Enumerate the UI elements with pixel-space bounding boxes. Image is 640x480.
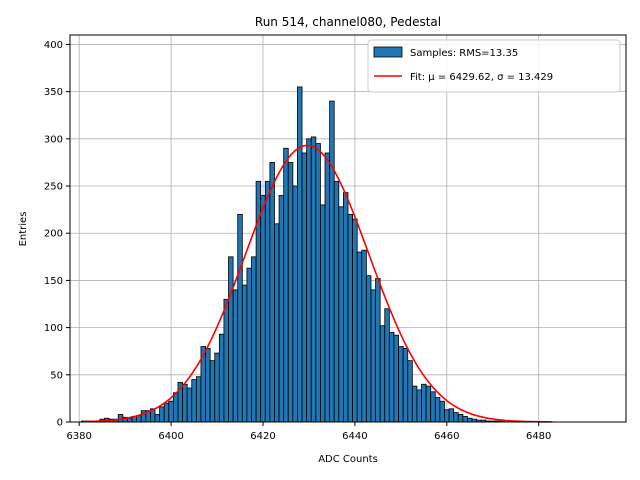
chart-title: Run 514, channel080, Pedestal <box>255 15 441 29</box>
y-axis-label: Entries <box>18 212 29 247</box>
y-tick-label: 400 <box>44 40 63 51</box>
y-tick-label: 300 <box>44 134 63 145</box>
histogram-bar <box>306 138 312 423</box>
x-tick-label: 6460 <box>434 431 459 442</box>
histogram-bar <box>411 385 418 423</box>
histogram-bar <box>292 185 298 423</box>
histogram-bar <box>398 346 404 423</box>
histogram-bar <box>444 409 450 423</box>
histogram-bar <box>421 383 427 423</box>
plot-frame <box>69 34 627 423</box>
histogram-bar <box>168 400 174 423</box>
fit-curve <box>83 144 553 423</box>
histogram-bar <box>274 223 280 423</box>
x-tick-label: 6480 <box>526 431 551 442</box>
legend-box <box>367 39 621 93</box>
x-tick-label: 6380 <box>66 431 91 442</box>
histogram-bar <box>375 278 381 423</box>
legend: Samples: RMS=13.35 Fit: μ = 6429.62, σ =… <box>367 39 621 93</box>
x-tick-label: 6400 <box>158 431 183 442</box>
histogram-bar <box>315 143 321 423</box>
histogram-bar <box>324 152 331 423</box>
histogram-bar <box>241 284 248 423</box>
histogram-bar <box>260 195 266 423</box>
x-axis-label: ADC Counts <box>318 454 378 465</box>
histogram-bar <box>338 206 344 423</box>
histogram-bar <box>388 331 395 423</box>
histogram-bar <box>407 360 413 423</box>
histogram-bar <box>352 218 358 423</box>
y-tick-label: 0 <box>57 418 63 429</box>
histogram-bar <box>278 195 285 423</box>
histogram-bar <box>163 402 170 423</box>
histogram-bar <box>356 251 363 423</box>
histogram-bar <box>127 417 133 423</box>
histogram-bar <box>379 325 386 423</box>
x-tick-label: 6440 <box>342 431 367 442</box>
histogram-bar <box>246 267 252 423</box>
histogram-bar <box>223 298 229 423</box>
histogram-bar <box>402 347 409 423</box>
histogram-bar <box>218 333 225 423</box>
x-tick-label: 6420 <box>250 431 275 442</box>
histogram-bar <box>448 408 455 423</box>
histogram-bar <box>310 136 317 423</box>
histogram-bar <box>430 391 436 423</box>
histogram-bar <box>416 389 422 423</box>
histogram-bar <box>264 180 271 423</box>
histogram-bar <box>205 347 211 423</box>
histogram-bar <box>269 162 275 423</box>
y-tick-label: 50 <box>50 370 63 381</box>
legend-samples-label: Samples: RMS=13.35 <box>410 48 518 59</box>
legend-bar-swatch <box>373 46 403 58</box>
histogram-bar <box>384 308 390 423</box>
histogram-bar <box>425 385 432 423</box>
histogram-bar <box>329 100 335 423</box>
y-axis-ticks: 0 50 100 150 200 250 300 350 400 <box>44 40 70 429</box>
histogram-bar <box>172 392 179 423</box>
histogram-bar <box>232 289 239 423</box>
histogram-bar <box>320 204 326 423</box>
y-tick-label: 100 <box>44 323 63 334</box>
histogram-bar <box>347 213 353 423</box>
histogram-bar <box>159 406 165 423</box>
histogram-bar <box>467 417 473 423</box>
histogram-bar <box>333 180 340 423</box>
histogram-bar <box>343 192 349 423</box>
histogram-bar <box>370 289 376 423</box>
histogram-bar <box>462 415 468 423</box>
histogram-bar <box>393 334 399 423</box>
histogram-bar <box>365 275 372 423</box>
histogram-bar <box>182 383 188 423</box>
histogram-bar <box>209 360 216 423</box>
histogram-bar <box>361 249 367 423</box>
histogram-bar <box>154 414 161 423</box>
histogram-bar <box>228 256 234 423</box>
histogram-bar <box>439 400 445 423</box>
histogram-bar <box>186 387 193 423</box>
legend-fit-label: Fit: μ = 6429.62, σ = 13.429 <box>410 72 553 83</box>
histogram-bar <box>283 147 289 423</box>
y-tick-label: 150 <box>44 276 63 287</box>
y-tick-label: 250 <box>44 182 63 193</box>
histogram-bar <box>287 162 294 423</box>
histogram-bar <box>453 412 459 423</box>
y-tick-label: 350 <box>44 87 63 98</box>
histogram-bar <box>434 397 441 423</box>
histogram-bar <box>195 376 202 423</box>
histogram-bar <box>214 352 220 423</box>
histogram-bar <box>237 213 243 423</box>
y-tick-label: 200 <box>44 229 63 240</box>
histogram-bar <box>301 152 308 423</box>
histogram-bar <box>297 86 303 423</box>
histogram-bar <box>191 379 197 423</box>
x-axis-ticks: 6380 6400 6420 6440 6460 6480 <box>66 422 551 442</box>
histogram-bar <box>457 414 464 423</box>
histogram-bar <box>251 256 257 423</box>
